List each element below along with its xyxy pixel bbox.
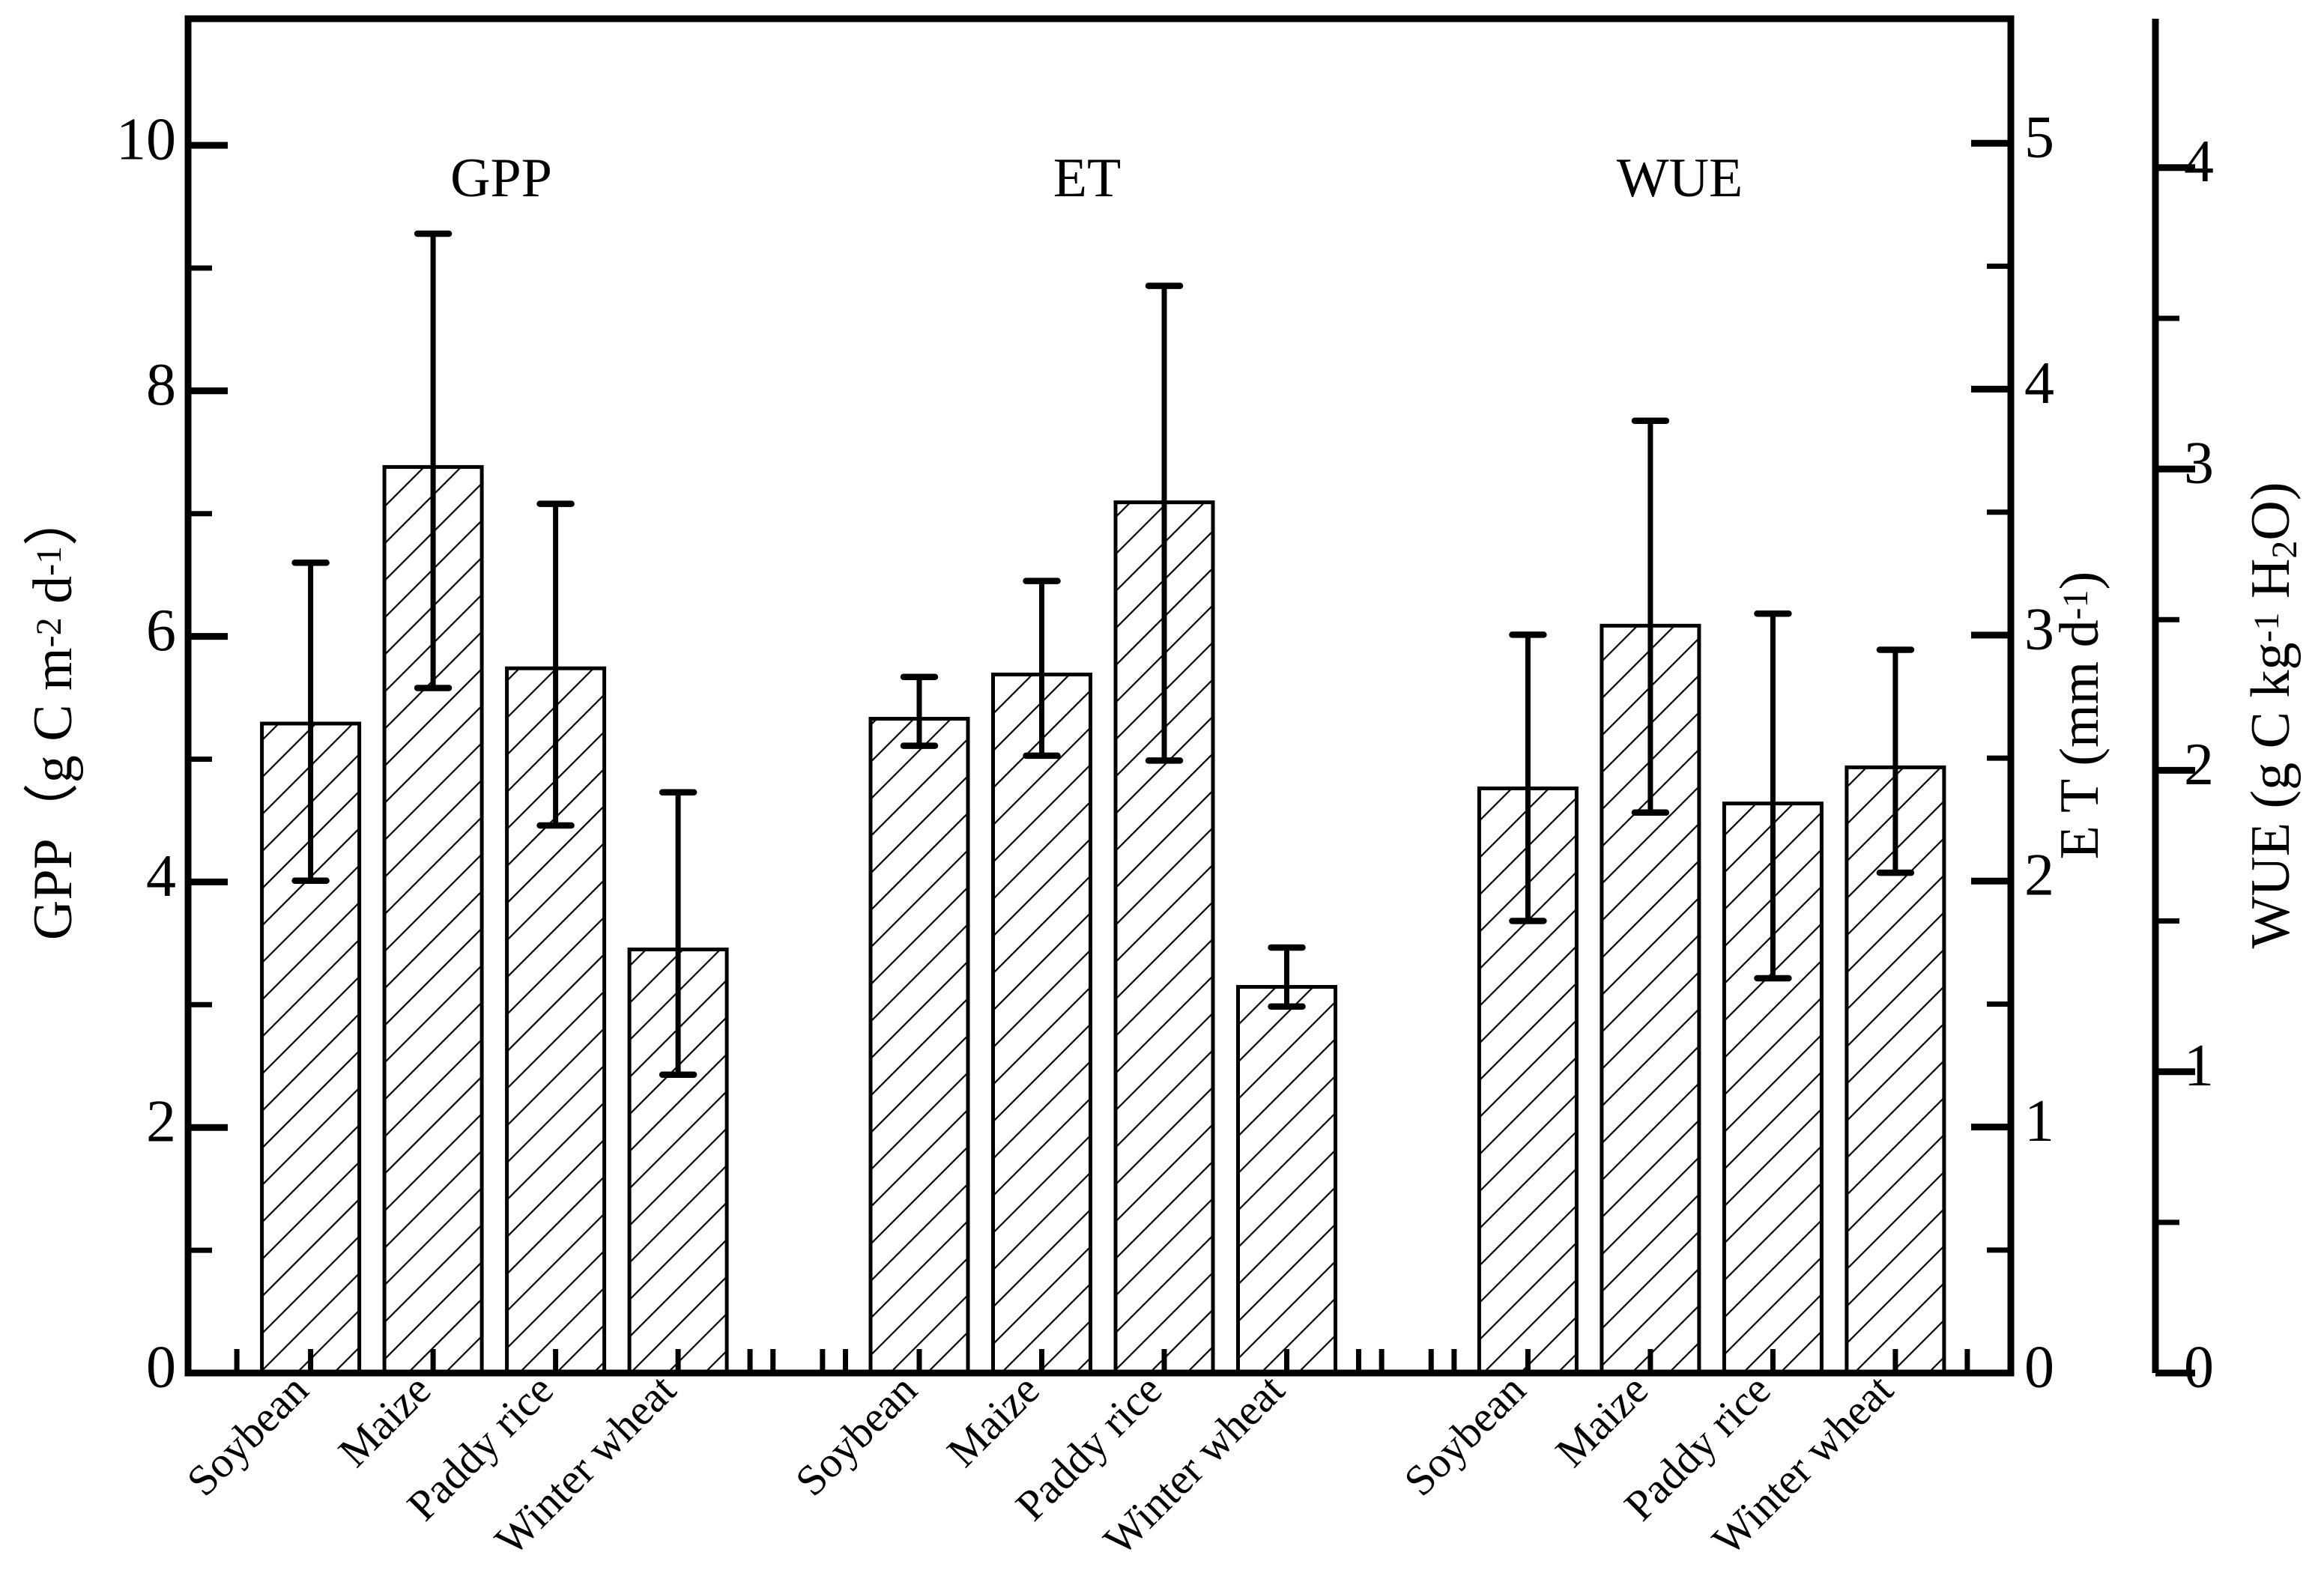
svg-text:2: 2	[2184, 732, 2214, 798]
svg-text:3: 3	[2184, 430, 2214, 496]
svg-text:5: 5	[2024, 105, 2054, 171]
svg-text:1: 1	[2184, 1033, 2214, 1099]
svg-text:0: 0	[2184, 1334, 2214, 1400]
svg-text:2: 2	[146, 1089, 176, 1155]
svg-text:ET: ET	[1053, 148, 1121, 209]
svg-text:4: 4	[2024, 351, 2054, 416]
svg-text:4: 4	[2184, 129, 2214, 195]
svg-text:4: 4	[146, 843, 176, 909]
svg-text:6: 6	[146, 598, 176, 664]
svg-text:1: 1	[2024, 1088, 2054, 1154]
svg-text:10: 10	[116, 106, 176, 172]
svg-text:WUE: WUE	[1617, 148, 1743, 209]
svg-text:GPP: GPP	[450, 148, 552, 209]
svg-text:0: 0	[2024, 1334, 2054, 1400]
svg-text:0: 0	[146, 1334, 176, 1400]
svg-text:8: 8	[146, 352, 176, 418]
